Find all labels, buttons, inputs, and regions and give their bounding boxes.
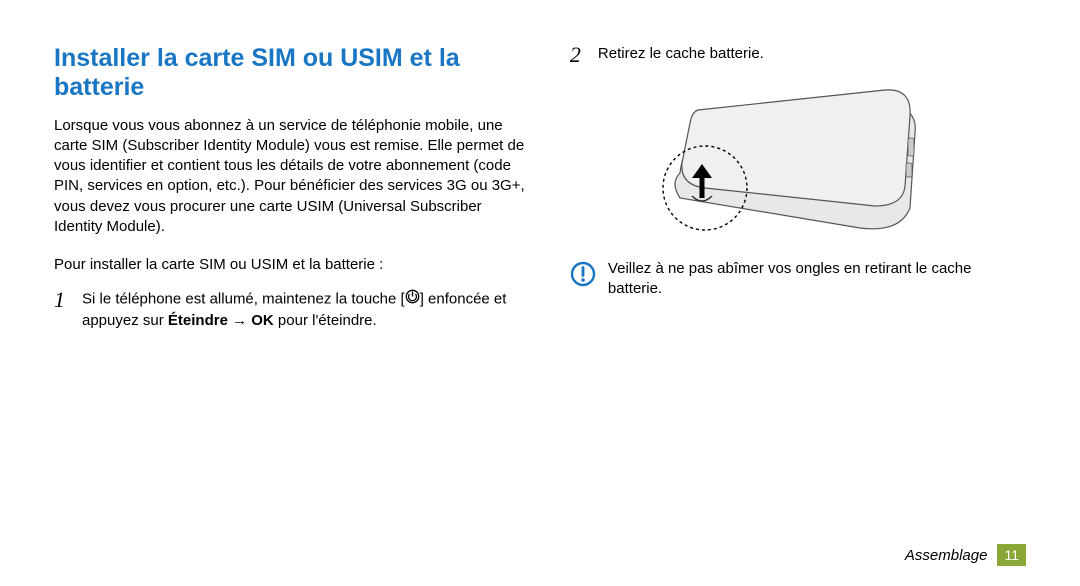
step-2-number: 2 [570, 44, 588, 66]
page-footer: Assemblage 11 [905, 544, 1026, 566]
power-icon [405, 289, 420, 310]
footer-page-number: 11 [997, 544, 1026, 566]
step-1: 1 Si le téléphone est allumé, maintenez … [54, 289, 530, 331]
intro-paragraph: Lorsque vous vous abonnez à un service d… [54, 116, 530, 238]
right-column: 2 Retirez le cache batterie. [570, 44, 1026, 343]
warning-block: Veillez à ne pas abîmer vos ongles en re… [570, 259, 1026, 300]
phone-illustration [610, 78, 1026, 243]
left-column: Installer la carte SIM ou USIM et la bat… [54, 44, 530, 343]
section-heading: Installer la carte SIM ou USIM et la bat… [54, 44, 530, 102]
step-1-text: Si le téléphone est allumé, maintenez la… [82, 289, 530, 331]
step-1-number: 1 [54, 289, 72, 331]
step-2: 2 Retirez le cache batterie. [570, 44, 1026, 66]
warning-text: Veillez à ne pas abîmer vos ongles en re… [608, 259, 1026, 300]
step-2-text: Retirez le cache batterie. [598, 44, 764, 66]
instruction-line: Pour installer la carte SIM ou USIM et l… [54, 255, 530, 275]
footer-section-label: Assemblage [905, 547, 988, 564]
warning-icon [570, 261, 596, 287]
